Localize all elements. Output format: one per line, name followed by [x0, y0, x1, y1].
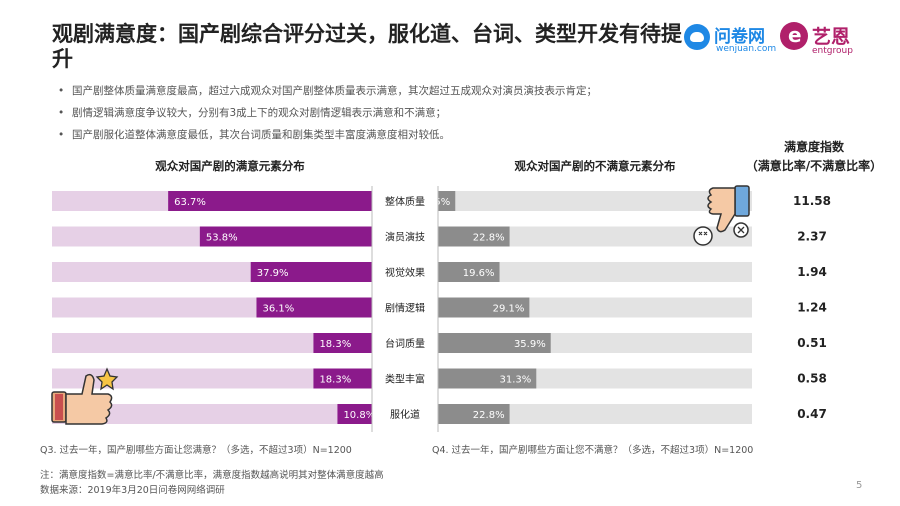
satisfaction-index-value: 1.24 — [797, 301, 827, 315]
satisfied-bar-label: 18.3% — [319, 339, 351, 350]
question-left-note: Q3. 过去一年，国产剧哪些方面让您满意？（多选，不超过3项）N=1200 — [40, 445, 352, 456]
page-title: 观剧满意度：国产剧综合评分过关，服化道、台词、类型开发有待提升 — [52, 22, 682, 71]
satisfied-bar — [250, 262, 372, 282]
bullet-item: 国产剧服化道整体满意度最低，其次台词质量和剧集类型丰富度满意度相对较低。 — [58, 124, 838, 146]
satisfied-bar-label: 18.3% — [319, 375, 351, 386]
satisfied-bar-label: 36.1% — [262, 304, 294, 315]
unsatisfied-chart-title: 观众对国产剧的不满意元素分布 — [514, 159, 676, 173]
wenjuan-logo-domain: wenjuan.com — [716, 44, 777, 54]
satisfaction-index-value: 0.51 — [797, 336, 827, 350]
unsatisfied-bar-label: 19.6% — [463, 268, 495, 279]
unsatisfied-bar-label: 29.1% — [493, 304, 525, 315]
satisfied-bar-chart: 63.7% 53.8% 37.9% 36.1% 18.3% 18.3% 10.8% — [52, 186, 375, 432]
entgroup-mark-icon — [780, 22, 808, 50]
satisfied-bar — [313, 333, 372, 353]
entgroup-logo-text: 艺恩 — [812, 26, 851, 48]
satisfied-bar-track — [52, 368, 372, 389]
satisfaction-index-value: 2.37 — [797, 230, 827, 244]
category-label: 台词质量 — [385, 337, 425, 350]
page-number: 5 — [856, 480, 863, 491]
bullet-item: 国产剧整体质量满意度最高，超过六成观众对国产剧整体质量表示满意，其次超过五成观众… — [58, 80, 838, 102]
satisfied-bar — [313, 368, 372, 389]
unsatisfied-bar-label: 22.8% — [473, 410, 505, 421]
unsatisfied-bar — [438, 297, 530, 318]
satisfied-bar-label: 10.8% — [343, 410, 375, 421]
unsatisfied-bar — [438, 404, 510, 424]
data-source-note: 数据来源：2019年3月20日问卷网网络调研 — [40, 485, 225, 496]
unsatisfied-bar-track — [438, 404, 752, 424]
entgroup-logo: 艺恩 entgroup — [780, 20, 880, 60]
unsatisfied-bar — [438, 368, 537, 389]
unsatisfied-bar-track — [438, 226, 752, 247]
unsatisfied-bar — [438, 262, 500, 282]
wenjuan-mascot-icon — [684, 24, 710, 50]
wenjuan-logo-text: 问卷网 — [714, 27, 765, 47]
satisfied-bar-label: 63.7% — [174, 197, 206, 208]
unsatisfied-bar-track — [438, 262, 752, 282]
thumbs-down-dizzy-icon — [693, 185, 750, 246]
satisfied-bar-label: 37.9% — [257, 268, 289, 279]
unsatisfied-bar — [438, 333, 551, 353]
unsatisfied-bar-label: 31.3% — [500, 375, 532, 386]
unsatisfied-bar-label: 22.8% — [473, 233, 505, 244]
unsatisfied-bar-track — [438, 191, 752, 211]
satisfied-chart-title: 观众对国产剧的满意元素分布 — [155, 159, 305, 173]
satisfied-bar — [199, 226, 372, 247]
category-label: 类型丰富 — [385, 373, 425, 386]
bullet-item: 剧情逻辑满意度争议较大，分别有3成上下的观众对剧情逻辑表示满意和不满意； — [58, 102, 838, 124]
category-label: 剧情逻辑 — [385, 302, 425, 315]
unsatisfied-bar — [438, 226, 510, 247]
category-label: 整体质量 — [385, 195, 425, 208]
satisfaction-index-value: 11.58 — [793, 194, 831, 208]
category-label: 视觉效果 — [385, 266, 425, 279]
index-definition-note: 注：满意度指数=满意比率/不满意比率，满意度指数越高说明其对整体满意度越高 — [40, 470, 384, 481]
unsatisfied-bar-chart: 5.5%22.8%19.6%29.1%35.9%31.3%22.8% — [425, 186, 752, 432]
unsatisfied-bar — [438, 191, 456, 211]
satisfied-bar — [337, 404, 372, 424]
unsatisfied-bar-label: 35.9% — [514, 339, 546, 350]
satisfied-bar-label: 53.8% — [206, 233, 238, 244]
summary-bullets: 国产剧整体质量满意度最高，超过六成观众对国产剧整体质量表示满意，其次超过五成观众… — [58, 80, 838, 146]
category-label: 演员演技 — [385, 231, 425, 244]
satisfied-bar — [168, 191, 372, 211]
satisfaction-index-value: 0.47 — [797, 407, 827, 421]
satisfied-bar — [256, 297, 372, 318]
satisfaction-index-value: 0.58 — [797, 372, 827, 386]
satisfied-bar-track — [52, 333, 372, 353]
category-label: 服化道 — [390, 408, 420, 421]
thumbs-up-star-icon — [51, 367, 119, 425]
satisfied-bar-track — [52, 404, 372, 424]
satisfaction-index-column: 11.58 2.37 1.94 1.24 0.51 0.58 0.47 — [793, 194, 831, 421]
wenjuan-logo: 问卷网 wenjuan.com — [682, 20, 777, 60]
question-right-note: Q4. 过去一年，国产剧哪些方面让您不满意？（多选，不超过3项）N=1200 — [432, 445, 754, 456]
logo-group: 问卷网 wenjuan.com 艺恩 entgroup — [682, 20, 882, 60]
satisfaction-index-value: 1.94 — [797, 265, 827, 279]
entgroup-logo-subtext: entgroup — [812, 46, 853, 56]
satisfaction-index-title: 满意度指数 （满意比率/不满意比率） — [745, 140, 883, 173]
